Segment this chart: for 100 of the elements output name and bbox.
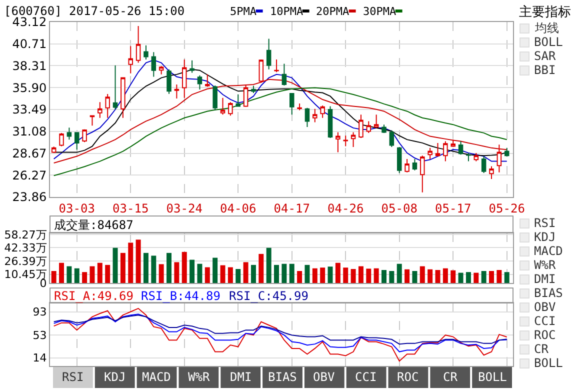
y-tick-label: 28.67 (12, 146, 47, 160)
x-tick-label: 05-08 (381, 201, 418, 216)
candlestick (289, 93, 294, 116)
candlestick (82, 128, 87, 143)
bar (143, 252, 148, 283)
candlestick (443, 140, 448, 162)
bar (428, 269, 433, 283)
candlestick (320, 105, 325, 118)
bar (190, 260, 195, 283)
candlestick (112, 64, 118, 110)
y-tick-label: 26.27 (12, 168, 47, 182)
bar (112, 248, 118, 283)
bar (350, 269, 356, 283)
bar (420, 266, 425, 283)
text: CR (534, 342, 550, 356)
candlestick (297, 103, 302, 111)
candlestick (274, 58, 279, 73)
legend-label: 30PMA (363, 5, 396, 18)
candlestick (243, 85, 248, 108)
y-tick-label: 23.86 (12, 190, 47, 204)
bar (389, 271, 394, 283)
bar (243, 262, 248, 283)
bar (489, 271, 494, 283)
candlestick (220, 97, 226, 116)
y-tick-label: 31.08 (12, 124, 47, 139)
line-series (53, 314, 508, 345)
line-series (53, 87, 508, 176)
text: ROC (397, 370, 419, 384)
candlestick (120, 77, 126, 118)
legend-label: 20PMA (316, 5, 350, 18)
bar (258, 254, 264, 283)
candlestick (474, 152, 479, 162)
candlestick (51, 146, 56, 154)
y-tick-label: 14 (32, 352, 47, 365)
bar (212, 258, 218, 283)
candlestick (350, 132, 356, 148)
text: ROC (534, 328, 556, 342)
bar (504, 272, 510, 283)
text: BBI (534, 63, 556, 77)
candlestick (174, 84, 180, 100)
candlestick (90, 114, 95, 126)
bar (59, 262, 64, 283)
bar (374, 268, 379, 283)
line-series (53, 314, 508, 352)
y-tick-label: 26.39万 (4, 254, 47, 268)
bar (250, 264, 256, 283)
candlestick (382, 124, 386, 134)
candlestick (374, 114, 379, 128)
bar (320, 268, 326, 283)
text: 主要指标 (519, 4, 571, 20)
text: OBV (313, 370, 335, 384)
bar (197, 264, 202, 283)
candlestick (66, 127, 72, 140)
bar (204, 267, 210, 283)
bar (382, 270, 386, 283)
x-tick-label: 05-17 (435, 201, 472, 216)
bar (481, 271, 486, 283)
chart-title: 成交量:84687 (54, 218, 134, 232)
bar (274, 264, 279, 283)
text: SAR (534, 49, 556, 63)
candlestick (144, 44, 148, 60)
candlestick (128, 46, 133, 74)
text: DMI (230, 370, 252, 384)
text: DMI (534, 272, 556, 286)
candlestick (136, 26, 141, 64)
text: 均线 (534, 21, 559, 35)
candlestick (412, 158, 418, 171)
y-tick-label: 93 (32, 306, 47, 319)
bar (289, 264, 294, 283)
line-series (53, 78, 508, 164)
bar (343, 268, 348, 283)
bar (97, 262, 102, 283)
candlestick (304, 107, 310, 128)
candlestick (282, 63, 287, 86)
text: BIAS (534, 286, 563, 300)
bar (458, 272, 464, 283)
candlestick (74, 132, 80, 150)
text: CCI (355, 370, 377, 384)
bar (366, 268, 372, 283)
candlestick (236, 94, 240, 108)
candlestick (98, 102, 102, 118)
chart-title: [600760] 2017-05-26 15:00 (4, 4, 185, 18)
text: KDJ (534, 230, 556, 244)
bar (466, 272, 471, 283)
candlestick (489, 166, 494, 180)
y-tick-label: 40.71 (12, 37, 47, 52)
candlestick (205, 74, 210, 88)
bar (312, 268, 318, 283)
text: BIAS (268, 370, 297, 384)
legend-label: 10PMA (270, 5, 304, 18)
candlestick (404, 158, 410, 173)
bar (105, 264, 110, 283)
candlestick (396, 146, 402, 174)
candlestick (251, 85, 256, 94)
candlestick (343, 135, 348, 147)
bar (151, 256, 156, 283)
candlestick (197, 74, 202, 90)
candlestick (458, 140, 464, 156)
text: RSI (62, 370, 84, 384)
series-label: RSI_B:44.89 (141, 289, 220, 303)
